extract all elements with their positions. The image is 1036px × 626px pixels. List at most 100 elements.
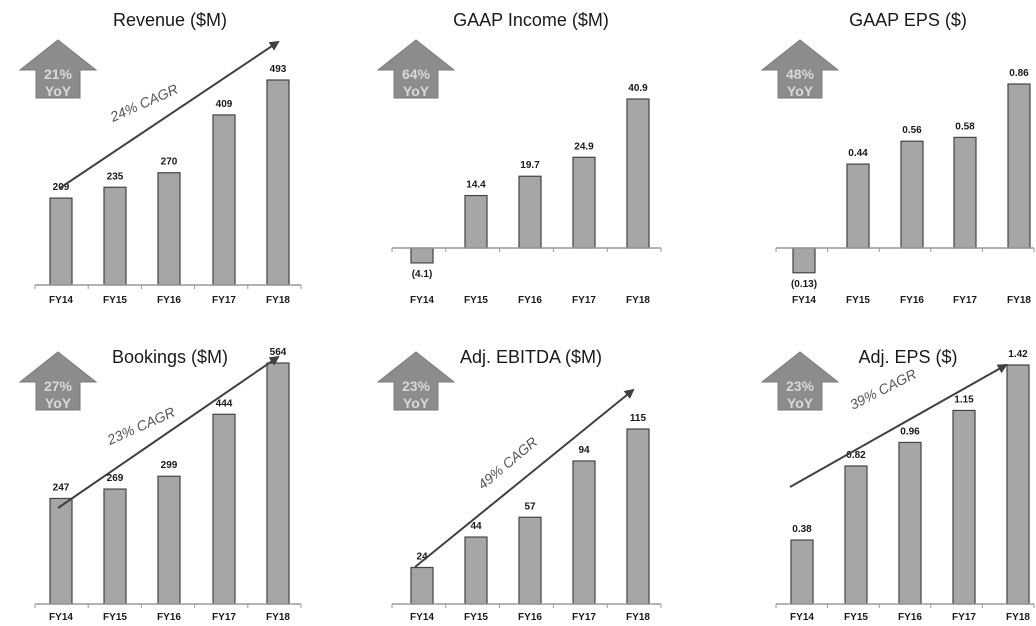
chart-5-value-label-fy16: 57 [524,501,536,512]
chart-1-cagr-arrow [59,40,280,189]
chart-2-yoy-arrow-icon [376,39,456,99]
chart-5-value-label-fy15: 44 [470,521,482,532]
chart-3-value-label-fy16: 0.56 [902,125,922,136]
chart-6-bar-fy14 [790,539,814,605]
chart-6-x-tick-fy17: FY17 [952,612,976,623]
chart-2-title: GAAP Income ($M) [453,10,609,30]
chart-4-x-tick-fy15: FY15 [103,612,127,623]
chart-3-bar-fy18 [1007,83,1031,249]
chart-3-yoy-percent: 48% [786,66,815,82]
chart-2-x-tick-fy14: FY14 [410,295,434,306]
chart-4-x-tick-fy17: FY17 [212,612,236,623]
chart-4-title: Bookings ($M) [112,347,228,367]
chart-6-bar-fy16 [898,441,922,605]
chart-5-cagr-label: 49% CAGR [475,434,541,493]
chart-5-value-label-fy18: 115 [630,413,647,424]
chart-1-yoy-percent: 21% [44,66,73,82]
chart-6-bar-fy15 [844,465,868,605]
chart-4-yoy-arrow-icon [18,351,98,411]
chart-1-bar-fy18 [266,79,290,286]
chart-2-x-tick-fy18: FY18 [626,295,650,306]
chart-4-x-tick-fy16: FY16 [157,612,181,623]
chart-6-yoy-arrow-icon [760,351,840,411]
chart-2-value-label-fy14: (4.1) [412,269,433,280]
chart-2-bar-fy15 [464,194,488,249]
chart-3-value-label-fy18: 0.86 [1009,68,1029,79]
chart-5-yoy-arrow-icon [376,351,456,411]
chart-2-value-label-fy18: 40.9 [628,83,648,94]
chart-1-bar-fy15 [103,186,127,286]
chart-4-x-tick-fy18: FY18 [266,612,290,623]
chart-4-bar-fy17 [212,413,236,605]
chart-5-title: Adj. EBITDA ($M) [460,347,602,367]
chart-6-x-tick-fy18: FY18 [1006,612,1030,623]
chart-5-value-label-fy14: 24 [416,551,428,562]
chart-6-x-tick-fy16: FY16 [898,612,922,623]
chart-3-value-label-fy14: (0.13) [791,279,817,290]
chart-1-value-label-fy15: 235 [107,171,124,182]
chart-3-bar-fy16 [900,140,924,249]
chart-6-value-label-fy18: 1.42 [1008,349,1028,360]
chart-5-x-tick-fy17: FY17 [572,612,596,623]
chart-6-bar-fy18 [1006,364,1030,605]
chart-2-bar-fy18 [626,98,650,249]
chart-4-x-tick-fy14: FY14 [49,612,73,623]
chart-5-x-tick-fy18: FY18 [626,612,650,623]
chart-1-bar-fy17 [212,114,236,286]
chart-4-bar-fy14 [49,497,73,605]
chart-5-x-tick-fy16: FY16 [518,612,542,623]
chart-3-bar-fy14 [792,247,816,274]
chart-6-value-label-fy16: 0.96 [900,426,920,437]
chart-4-value-label-fy18: 564 [270,347,287,358]
chart-3-x-tick-fy16: FY16 [900,295,924,306]
chart-6-value-label-fy17: 1.15 [954,394,974,405]
chart-5-value-label-fy17: 94 [578,445,590,456]
chart-4-bar-fy18 [266,362,290,605]
chart-3-value-label-fy17: 0.58 [955,121,975,132]
chart-6-yoy-percent: 23% [786,378,815,394]
chart-3-bar-fy15 [846,163,870,249]
chart-3-x-tick-fy17: FY17 [953,295,977,306]
chart-5-x-tick-fy15: FY15 [464,612,488,623]
chart-3-x-tick-fy14: FY14 [792,295,816,306]
chart-3-bar-fy17 [953,136,977,249]
chart-2-x-tick-fy16: FY16 [518,295,542,306]
chart-1-yoy-label: YoY [45,83,72,99]
chart-5-bar-fy14 [410,566,434,605]
chart-5-bar-fy18 [626,428,650,605]
chart-1-x-tick-fy15: FY15 [103,295,127,306]
chart-6-cagr-label: 39% CAGR [847,366,919,413]
chart-3-value-label-fy15: 0.44 [848,148,868,159]
chart-4-value-label-fy15: 269 [107,473,124,484]
chart-5-bar-fy17 [572,460,596,605]
chart-1-value-label-fy16: 270 [161,157,178,168]
chart-3-x-tick-fy15: FY15 [846,295,870,306]
chart-2-value-label-fy16: 19.7 [520,160,540,171]
chart-2-yoy-label: YoY [403,83,430,99]
chart-2-value-label-fy17: 24.9 [574,141,594,152]
chart-4-value-label-fy16: 299 [161,460,178,471]
chart-6-value-label-fy15: 0.82 [846,450,866,461]
chart-1-yoy-arrow-icon [18,39,98,99]
chart-4-value-label-fy17: 444 [216,398,233,409]
chart-2-bar-fy16 [518,175,542,249]
chart-6-bar-fy17 [952,409,976,605]
chart-1-bar-fy14 [49,197,73,286]
chart-1-x-tick-fy14: FY14 [49,295,73,306]
chart-1-cagr-label: 24% CAGR [107,81,181,125]
chart-6-value-label-fy14: 0.38 [792,524,812,535]
chart-4-yoy-percent: 27% [44,378,73,394]
chart-4-yoy-label: YoY [45,395,72,411]
chart-4-bar-fy16 [157,475,181,605]
chart-3-x-tick-fy18: FY18 [1007,295,1031,306]
chart-4-cagr-label: 23% CAGR [104,404,178,448]
chart-5-x-tick-fy14: FY14 [410,612,434,623]
chart-1-bar-fy16 [157,172,181,286]
chart-4-bar-fy15 [103,488,127,605]
chart-1-value-label-fy18: 493 [270,64,287,75]
chart-2-bar-fy17 [572,156,596,249]
chart-5-yoy-label: YoY [403,395,430,411]
chart-2-bar-fy14 [410,247,434,264]
chart-2-value-label-fy15: 14.4 [466,180,486,191]
